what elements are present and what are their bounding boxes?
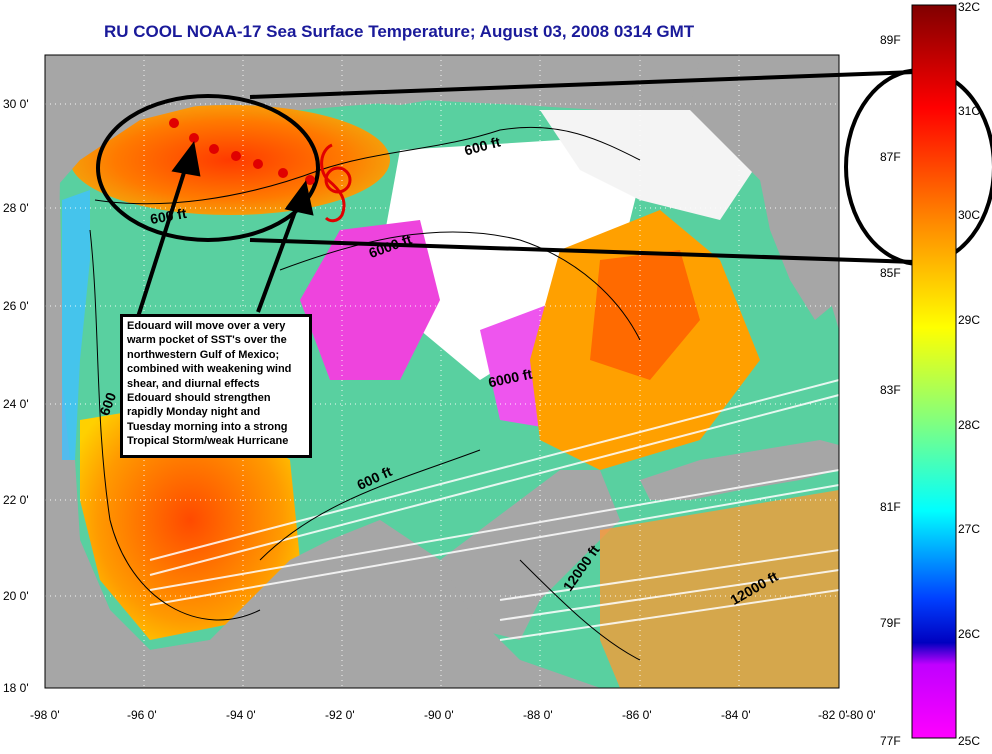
cool-patch-central <box>300 220 440 380</box>
annotation-line: northwestern Gulf of Mexico; <box>127 348 280 361</box>
map-frame <box>44 54 840 689</box>
longitude-label: -94 0' <box>226 708 256 722</box>
depth-contours <box>89 126 641 661</box>
colorbar-fahrenheit-label: 79F <box>880 616 901 630</box>
track-dot <box>169 118 179 128</box>
highlight-ellipse <box>96 94 320 242</box>
map-title: RU COOL NOAA-17 Sea Surface Temperature;… <box>104 22 695 41</box>
longitude-label: -84 0' <box>721 708 751 722</box>
yucatan-land <box>440 470 620 640</box>
annotation-line: warm pocket of SST's over the <box>127 334 287 347</box>
longitude-label: -88 0' <box>523 708 553 722</box>
cloud-patch-east <box>540 110 760 220</box>
colorbar-fahrenheit-label: 87F <box>880 150 901 164</box>
warm-pool-northwest <box>70 105 390 215</box>
track-dot <box>231 151 241 161</box>
storm-track <box>169 118 315 185</box>
mexico-land <box>45 200 600 688</box>
longitude-label: -86 0' <box>622 708 652 722</box>
latitude-label: 20 0' <box>3 589 29 603</box>
latitude-label: 18 0' <box>3 681 29 695</box>
colorbar-fahrenheit-label: 83F <box>880 383 901 397</box>
zoom-line-bottom <box>249 238 916 264</box>
graticule <box>45 55 839 688</box>
colorbar <box>911 4 957 739</box>
longitude-label: -90 0' <box>424 708 454 722</box>
latitude-label: 26 0' <box>3 299 29 313</box>
annotation-arrows <box>135 141 314 321</box>
coastal-band <box>62 190 90 460</box>
colorbar-fahrenheit-label: 89F <box>880 33 901 47</box>
longitude-label: -98 0' <box>30 708 60 722</box>
track-dot <box>278 168 288 178</box>
colorbar-celsius-label: 26C <box>958 627 981 641</box>
colorbar-fahrenheit-label: 85F <box>880 266 901 280</box>
longitude-label: -82 0' <box>818 708 848 722</box>
colorbar-celsius-label: 27C <box>958 522 981 536</box>
colorbar-celsius-label: 29C <box>958 313 981 327</box>
colorbar-fahrenheit-label: 81F <box>880 500 901 514</box>
track-dot <box>253 159 263 169</box>
track-dot <box>189 133 199 143</box>
us-coast-land <box>45 55 700 200</box>
cloud-patch-central <box>380 140 640 380</box>
caribbean-warm <box>600 490 839 688</box>
annotation-line: shear, and diurnal effects <box>127 377 260 390</box>
colorbar-celsius-label: 31C <box>958 104 981 118</box>
latitude-label: 30 0' <box>3 97 29 111</box>
colorbar-celsius-label: 30C <box>958 208 981 222</box>
track-dot <box>305 175 315 185</box>
latitude-label: 22 0' <box>3 493 29 507</box>
latitude-label: 24 0' <box>3 397 29 411</box>
annotation-box: Edouard will move over a very warm pocke… <box>120 314 312 458</box>
annotation-line: combined with weakening wind <box>127 363 292 376</box>
latitude-label: 28 0' <box>3 201 29 215</box>
longitude-label: -92 0' <box>325 708 355 722</box>
storm-symbol <box>320 143 352 223</box>
annotation-line: Edouard should strengthen <box>127 392 271 405</box>
warm-patch-southeast-core <box>590 250 700 380</box>
colorbar-celsius-label: 32C <box>958 0 981 14</box>
warm-patch-southwest <box>80 400 300 640</box>
track-dot <box>209 144 219 154</box>
swath-stripes <box>149 379 840 641</box>
florida-land <box>690 55 839 320</box>
longitude-label: -80 0' <box>846 708 876 722</box>
annotation-line: Edouard will move over a very <box>127 320 286 332</box>
colorbar-celsius-label: 28C <box>958 418 981 432</box>
annotation-line: Tropical Storm/weak Hurricane <box>127 435 289 448</box>
longitude-label: -96 0' <box>127 708 157 722</box>
colorbar-fahrenheit-label: 77F <box>880 734 901 748</box>
zoom-line-top <box>249 70 916 99</box>
annotation-line: Tuesday morning into a strong <box>127 420 288 433</box>
colorbar-celsius-label: 25C <box>958 734 981 748</box>
annotation-line: rapidly Monday night and <box>127 406 261 419</box>
